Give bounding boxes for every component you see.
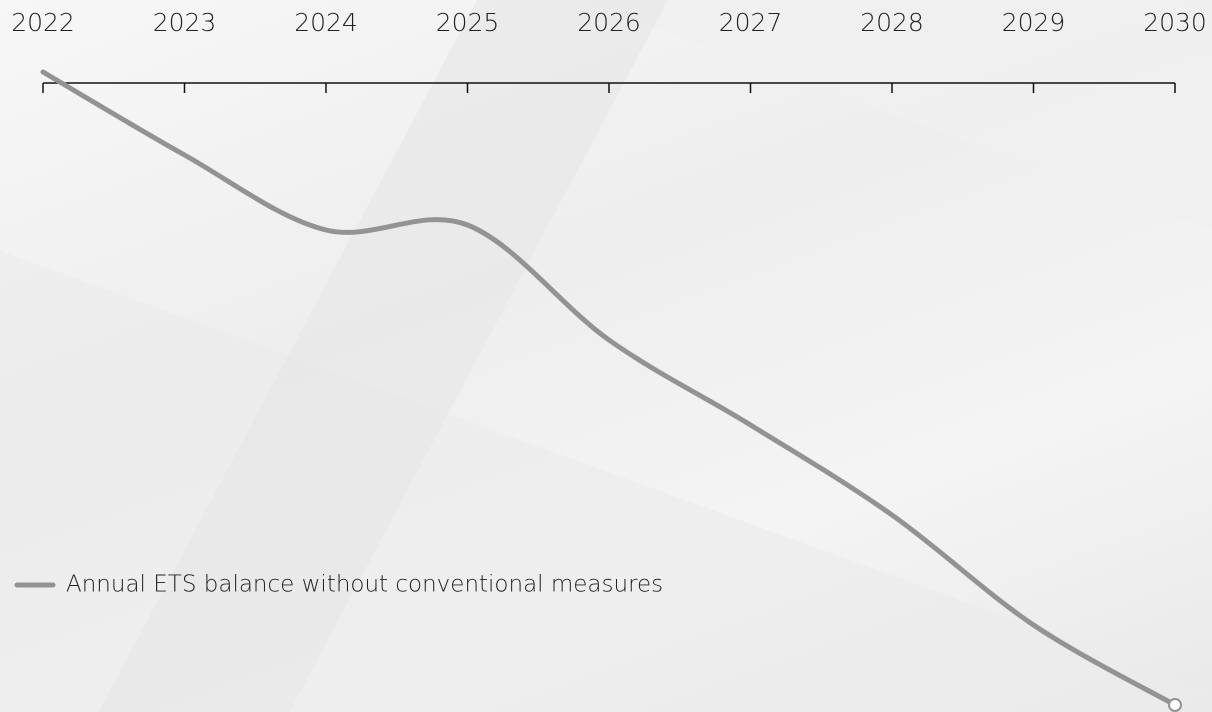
- series-line: [40, 69, 1178, 708]
- x-tick-label: 2029: [1002, 8, 1066, 37]
- x-tick-label: 2025: [436, 8, 500, 37]
- x-tick-label: 2030: [1143, 8, 1207, 37]
- end-marker: [1168, 698, 1182, 712]
- x-tick-label: 2026: [577, 8, 641, 37]
- x-tick-label: 2022: [11, 8, 75, 37]
- x-tick-label: 2023: [153, 8, 217, 37]
- x-tick-label: 2027: [719, 8, 783, 37]
- x-tick-label: 2028: [860, 8, 924, 37]
- legend-label: Annual ETS balance without conventional …: [66, 572, 663, 598]
- x-tick-label: 2024: [294, 8, 358, 37]
